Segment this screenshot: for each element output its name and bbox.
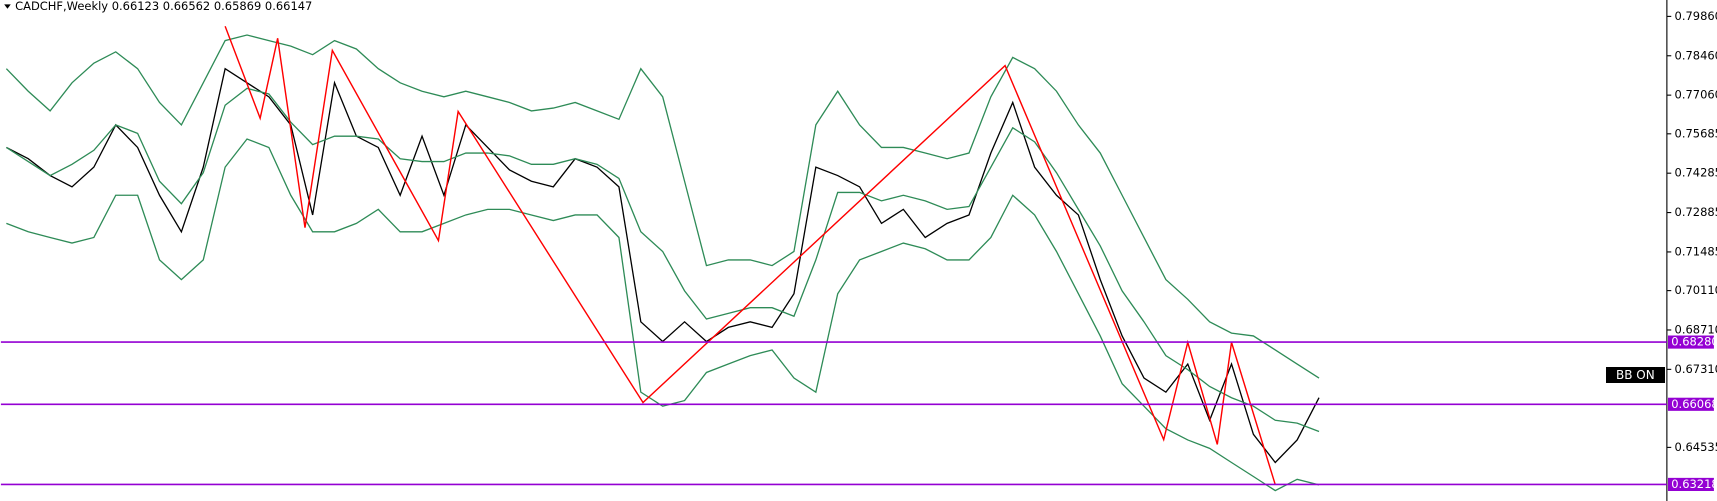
level-label-box (1667, 335, 1714, 349)
y-tick-label: 0.64535 (1675, 440, 1717, 454)
price-line (6, 138, 1320, 492)
price-line (6, 67, 1320, 464)
y-tick-label: 0.72885 (1675, 205, 1717, 219)
level-label-box (1667, 397, 1714, 411)
y-tick-label: 0.75685 (1675, 126, 1717, 140)
level-label: 0.66068 (1671, 397, 1717, 411)
level-label: 0.63218 (1671, 477, 1717, 491)
bb-toggle-button[interactable]: BB ON (1606, 367, 1665, 383)
level-label-box (1667, 477, 1714, 491)
level-label: 0.68280 (1671, 335, 1717, 349)
menu-arrow (4, 4, 11, 9)
y-tick-label: 0.71485 (1675, 244, 1717, 258)
y-tick-label: 0.74285 (1675, 166, 1717, 180)
zigzag-line (224, 26, 1276, 485)
price-line (6, 87, 1320, 433)
chart-title: CADCHF,Weekly 0.66123 0.66562 0.65869 0.… (15, 0, 312, 13)
price-line (5, 34, 1320, 379)
